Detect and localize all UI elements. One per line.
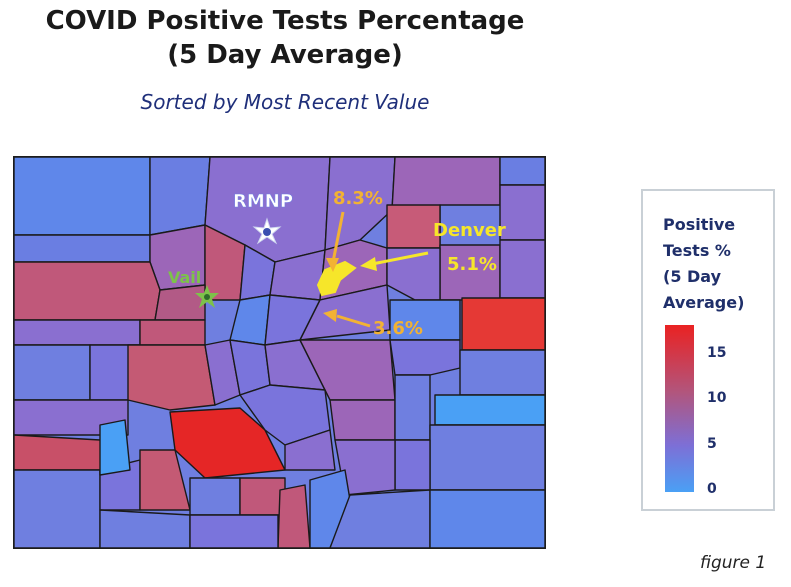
vail-label: Vail <box>168 268 201 287</box>
county <box>189 477 241 516</box>
denver-metro-outline <box>316 260 357 297</box>
legend-title: Positive Tests % (5 Day Average) <box>663 212 773 316</box>
color-legend: Positive Tests % (5 Day Average) 15 10 5… <box>641 189 775 511</box>
county <box>154 284 206 321</box>
county <box>99 419 131 476</box>
county <box>499 156 546 186</box>
county <box>13 319 141 346</box>
map-title: COVID Positive Tests Percentage (5 Day A… <box>20 4 550 72</box>
legend-title-line: Tests % <box>663 241 731 260</box>
legend-title-line: Positive <box>663 215 736 234</box>
denver-value-label: 5.1% <box>447 254 497 275</box>
county <box>127 344 216 411</box>
north-value-label: 8.3% <box>333 188 383 209</box>
county <box>434 394 546 426</box>
annotation-arrows <box>323 211 429 328</box>
county <box>204 224 246 301</box>
legend-tick: 15 <box>707 345 727 361</box>
county <box>394 439 431 491</box>
south-value-label: 3.6% <box>373 318 423 339</box>
county <box>13 156 151 236</box>
legend-tick: 5 <box>707 436 717 452</box>
map-subtitle: Sorted by Most Recent Value <box>140 90 430 114</box>
county <box>13 261 161 321</box>
county <box>499 239 546 299</box>
county <box>189 514 279 549</box>
rmnp-star-icon <box>252 217 282 245</box>
county <box>324 156 396 251</box>
legend-title-line: Average) <box>663 293 745 312</box>
figure-label: figure 1 <box>700 553 767 573</box>
rmnp-label: RMNP <box>233 191 293 212</box>
title-line-2: (5 Day Average) <box>167 40 403 70</box>
county <box>13 344 91 401</box>
legend-tick: 0 <box>707 481 717 497</box>
county <box>99 509 191 549</box>
county <box>13 234 151 263</box>
county <box>13 469 101 549</box>
county <box>389 339 461 376</box>
county <box>329 399 396 441</box>
county <box>277 484 311 549</box>
county <box>429 489 546 549</box>
legend-title-line: (5 Day <box>663 267 722 286</box>
county <box>149 156 211 236</box>
legend-color-bar <box>665 325 694 492</box>
legend-tick: 10 <box>707 390 727 406</box>
denver-label: Denver <box>433 220 506 241</box>
county <box>499 184 546 241</box>
county <box>139 319 206 346</box>
county <box>239 477 286 516</box>
county <box>459 349 546 396</box>
vail-star-icon <box>195 285 219 308</box>
county <box>461 297 546 351</box>
county <box>429 424 546 491</box>
county <box>394 374 431 441</box>
county <box>284 429 336 471</box>
title-line-1: COVID Positive Tests Percentage <box>45 6 525 36</box>
